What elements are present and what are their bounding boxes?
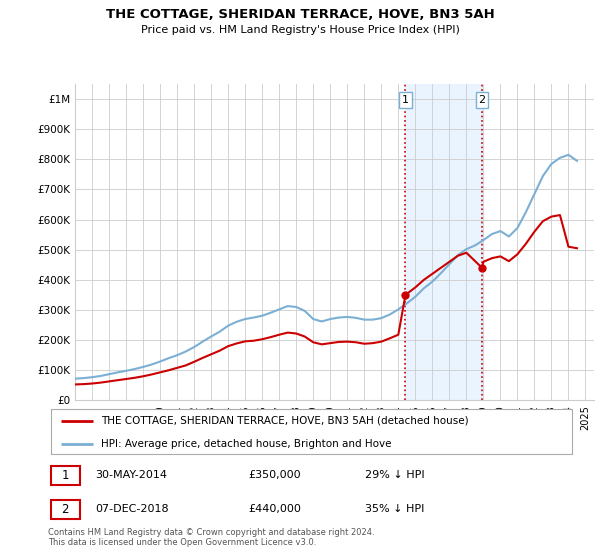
Text: THE COTTAGE, SHERIDAN TERRACE, HOVE, BN3 5AH: THE COTTAGE, SHERIDAN TERRACE, HOVE, BN3…: [106, 8, 494, 21]
Text: 35% ↓ HPI: 35% ↓ HPI: [365, 505, 424, 515]
Bar: [406, 84, 482, 400]
FancyBboxPatch shape: [50, 466, 80, 485]
Text: 07-DEC-2018: 07-DEC-2018: [95, 505, 169, 515]
Text: Price paid vs. HM Land Registry's House Price Index (HPI): Price paid vs. HM Land Registry's House …: [140, 25, 460, 35]
Text: THE COTTAGE, SHERIDAN TERRACE, HOVE, BN3 5AH (detached house): THE COTTAGE, SHERIDAN TERRACE, HOVE, BN3…: [101, 416, 469, 426]
Text: £350,000: £350,000: [248, 470, 301, 480]
Text: 2: 2: [61, 503, 69, 516]
Text: 29% ↓ HPI: 29% ↓ HPI: [365, 470, 424, 480]
FancyBboxPatch shape: [50, 409, 572, 454]
Text: £440,000: £440,000: [248, 505, 302, 515]
Text: HPI: Average price, detached house, Brighton and Hove: HPI: Average price, detached house, Brig…: [101, 439, 391, 449]
Text: This data is licensed under the Open Government Licence v3.0.: This data is licensed under the Open Gov…: [48, 538, 316, 547]
Text: 2: 2: [478, 95, 485, 105]
Text: 30-MAY-2014: 30-MAY-2014: [95, 470, 167, 480]
FancyBboxPatch shape: [50, 500, 80, 519]
Text: 1: 1: [402, 95, 409, 105]
Text: 1: 1: [61, 469, 69, 482]
Text: Contains HM Land Registry data © Crown copyright and database right 2024.: Contains HM Land Registry data © Crown c…: [48, 528, 374, 536]
